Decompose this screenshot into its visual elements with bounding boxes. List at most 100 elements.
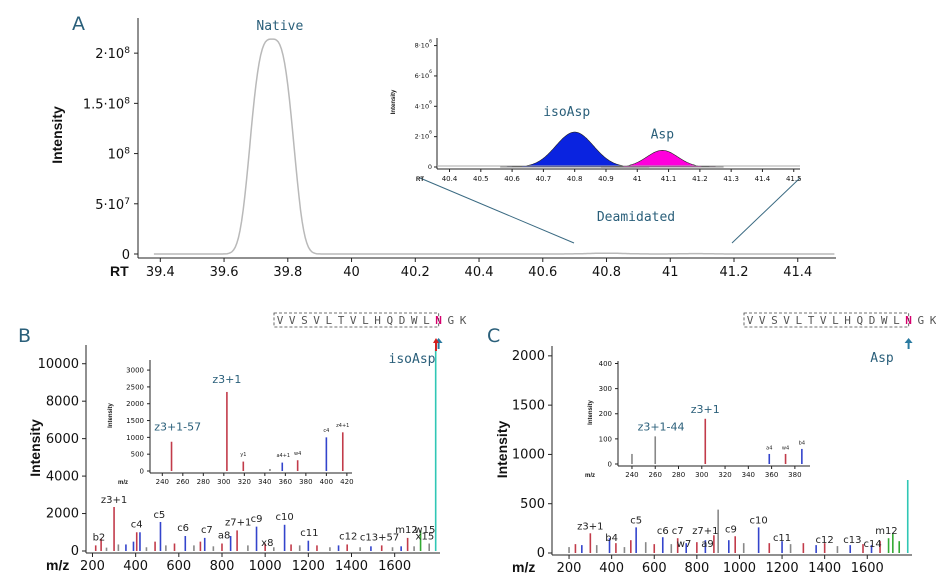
a-x-tick-label-2: 39.8: [273, 265, 302, 280]
c-seq-residue-5: T: [808, 314, 815, 327]
b-y-tick-label-0: 0: [71, 544, 79, 559]
b-x-tick-label-6: 1400: [335, 559, 368, 574]
b-annotation-label: isoAsp: [389, 352, 436, 367]
a-x-tick-label-8: 41: [662, 265, 679, 280]
b-red-arrow-icon: [433, 338, 439, 351]
c-x-tick-label-3: 800: [684, 561, 709, 576]
ai-x-tick-label-2: 40.6: [504, 175, 520, 183]
a-x-tick-label-3: 40: [343, 265, 360, 280]
ai-x-tick-label-9: 41.3: [723, 175, 739, 183]
ai-x-tick-label-4: 40.8: [567, 175, 583, 183]
b-inset-x-tick-label-3: 300: [217, 478, 230, 486]
b-seq-residue-15: K: [460, 314, 467, 327]
a-y-axis-title: Intensity: [49, 106, 65, 164]
ai-series-label-0: isoAsp: [543, 105, 590, 120]
a-y-tick-label-2: 108: [108, 147, 131, 163]
c-inset-y-tick-label-2: 200: [599, 410, 612, 418]
a-x-tick-label-0: 39.4: [146, 265, 175, 280]
ai-series-label-1: Asp: [651, 127, 675, 142]
c-ion-label-0: z3+1: [577, 521, 603, 532]
b-inset-x-tick-label-9: 420: [340, 478, 353, 486]
c-y-tick-label-3: 1500: [512, 398, 545, 413]
c-x-tick-label-5: 1200: [766, 561, 799, 576]
a-x-tick-label-10: 41.4: [783, 265, 812, 280]
b-y-tick-label-5: 10000: [38, 357, 79, 372]
b-inset-y-tick-label-6: 3000: [126, 367, 144, 375]
b-x-tick-label-7: 1600: [378, 559, 411, 574]
c-seq-residue-15: K: [930, 314, 936, 327]
a-trace-line: [153, 38, 835, 255]
c-inset-ion-label-1: z3+1: [691, 403, 720, 416]
a-x-axis-title: RT: [110, 263, 129, 279]
b-ion-label-14: m12: [395, 525, 417, 536]
b-inset-x-tick-label-8: 400: [320, 478, 333, 486]
a-x-tick-label-4: 40.2: [401, 265, 430, 280]
panel-label-b: B: [18, 325, 31, 347]
ai-x-tick-label-11: 41.5: [786, 175, 802, 183]
b-x-axis-title: m/z: [46, 557, 69, 573]
a-zoom-line-left: [419, 177, 575, 244]
c-ion-label-4: c7: [672, 526, 684, 537]
b-x-tick-label-2: 600: [166, 559, 191, 574]
c-inset-ion-label-0: z3+1-44: [638, 421, 685, 434]
b-x-tick-label-5: 1200: [292, 559, 325, 574]
c-seq-arrow-icon: [904, 338, 913, 349]
c-inset-x-tick-label-3: 300: [695, 471, 708, 479]
c-seq-residue-1: V: [759, 314, 766, 327]
c-inset-y-axis-title: Intensity: [588, 400, 594, 425]
b-inset-x-tick-label-7: 380: [299, 478, 312, 486]
b-ion-label-9: x8: [261, 538, 273, 549]
ai-y-tick-label-4: 8·106: [415, 39, 432, 50]
b-y-axis-title: Intensity: [27, 419, 43, 477]
b-inset-ion-label-4: w4: [294, 451, 301, 457]
b-seq-residue-11: W: [411, 314, 418, 327]
a-zoom-line-right: [731, 177, 801, 244]
a-native-label: Native: [256, 19, 303, 34]
c-inset-y-tick-label-4: 400: [599, 360, 612, 368]
b-seq-residue-4: L: [325, 314, 332, 327]
b-x-tick-label-0: 200: [80, 559, 105, 574]
c-seq-residue-12: L: [893, 314, 900, 327]
a-x-tick-label-9: 41.2: [720, 265, 749, 280]
a-x-tick-label-1: 39.6: [210, 265, 239, 280]
b-seq-residue-6: V: [350, 314, 357, 327]
c-ion-label-13: c14: [863, 539, 881, 550]
panel-label-c: C: [487, 325, 500, 347]
c-seq-residue-11: W: [881, 314, 888, 327]
b-ion-label-8: c9: [251, 514, 263, 525]
a-y-tick-label-4: 2·108: [95, 46, 130, 62]
c-seq-residue-3: V: [783, 314, 790, 327]
c-ion-label-7: a9: [701, 539, 714, 550]
b-inset-y-tick-label-1: 500: [131, 451, 144, 459]
c-inset-x-axis-title: m/z: [585, 473, 595, 479]
b-ion-label-10: c10: [275, 512, 293, 523]
b-seq-residue-5: T: [338, 314, 345, 327]
c-ion-label-3: c6: [657, 526, 669, 537]
c-inset-x-tick-label-6: 360: [765, 471, 778, 479]
c-seq-residue-0: V: [747, 314, 754, 327]
b-ion-label-4: c6: [177, 523, 189, 534]
c-inset-x-tick-label-2: 280: [672, 471, 685, 479]
b-inset-x-tick-label-1: 260: [176, 478, 189, 486]
c-y-tick-label-4: 2000: [512, 349, 545, 364]
ai-x-axis-title: RT: [416, 177, 424, 183]
c-ion-label-10: c11: [773, 533, 791, 544]
b-seq-residue-2: S: [301, 314, 308, 327]
a-x-tick-label-5: 40.4: [465, 265, 494, 280]
b-x-tick-label-1: 400: [123, 559, 148, 574]
c-inset-y-tick-label-3: 300: [599, 385, 612, 393]
b-seq-residue-3: V: [313, 314, 320, 327]
b-seq-box: [273, 312, 440, 328]
c-ion-label-9: c10: [750, 515, 768, 526]
ai-x-tick-label-1: 40.5: [473, 175, 489, 183]
ai-x-tick-label-7: 41.1: [661, 175, 677, 183]
b-ion-label-5: c7: [201, 525, 213, 536]
ai-x-tick-label-3: 40.7: [536, 175, 552, 183]
c-inset-ion-label-2: a4: [766, 445, 772, 451]
b-inset-ion-label-2: y1: [240, 452, 246, 458]
b-y-tick-label-1: 2000: [46, 507, 79, 522]
b-seq-residue-14: G: [447, 314, 454, 327]
b-inset-ion-label-0: z3+1-57: [154, 420, 201, 433]
c-ion-label-12: c13: [843, 535, 861, 546]
